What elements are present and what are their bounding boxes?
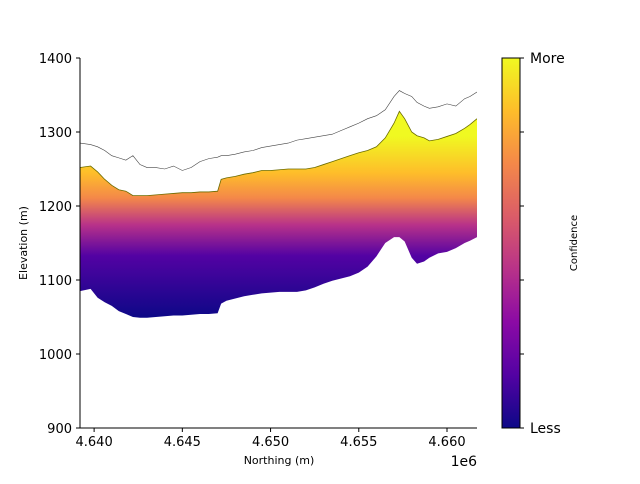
colorbar: More Less Confidence (501, 51, 580, 437)
y-ticks: 900 1000 1100 1200 1300 1400 (39, 52, 80, 437)
y-tick-label: 1300 (39, 126, 72, 141)
x-tick-label: 4.640 (76, 435, 113, 450)
y-tick-label: 1200 (39, 200, 72, 215)
colorbar-top-label: More (530, 51, 565, 67)
x-ticks: 4.640 4.645 4.650 4.655 4.660 (76, 428, 466, 450)
y-tick-label: 1000 (39, 348, 72, 363)
colorbar-gradient (501, 57, 521, 429)
surface-line (80, 90, 477, 171)
x-tick-label: 4.660 (428, 435, 465, 450)
y-tick-label: 1400 (39, 52, 72, 67)
colorbar-label: Confidence (569, 215, 580, 271)
profile-top-line (80, 110, 477, 197)
colorbar-bottom-label: Less (530, 421, 561, 437)
plot-area (80, 90, 477, 318)
y-tick-label: 900 (47, 422, 72, 437)
x-tick-label: 4.650 (252, 435, 289, 450)
y-axis-label: Elevation (m) (17, 206, 30, 280)
x-tick-label: 4.655 (340, 435, 377, 450)
y-tick-label: 1100 (39, 274, 72, 289)
x-axis-label: Northing (m) (244, 454, 315, 467)
axes (79, 58, 477, 429)
x-axis-offset-label: 1e6 (451, 454, 478, 470)
profile-band (80, 111, 477, 318)
x-tick-label: 4.645 (164, 435, 201, 450)
